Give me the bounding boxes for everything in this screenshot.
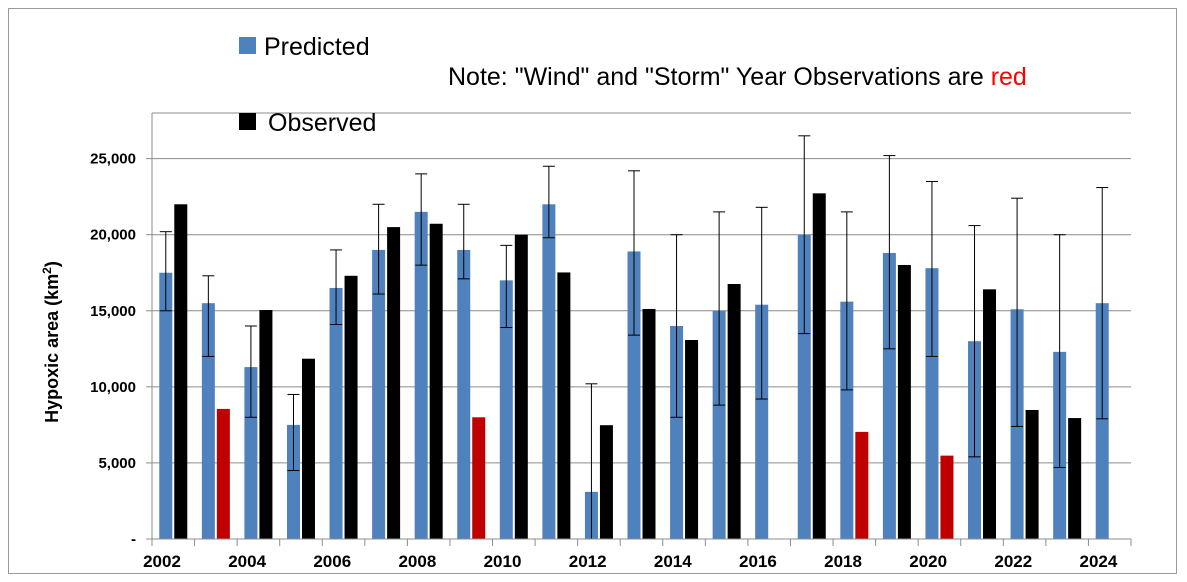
legend-label-predicted: Predicted bbox=[264, 33, 370, 61]
bar-predicted-2020 bbox=[925, 268, 939, 539]
bar-observed-2017 bbox=[812, 193, 826, 539]
bar-predicted-2005 bbox=[286, 424, 300, 539]
bar-predicted-2016 bbox=[755, 304, 769, 539]
bar-observed-2018 bbox=[855, 431, 869, 539]
legend: Predicted Observed bbox=[239, 33, 376, 137]
bar-observed-2004 bbox=[259, 310, 273, 539]
bar-observed-2012 bbox=[599, 425, 613, 539]
bar-observed-2003 bbox=[216, 408, 230, 539]
x-tick-label-2010: 2010 bbox=[484, 552, 522, 571]
x-tick-label-2024: 2024 bbox=[1080, 552, 1118, 571]
bar-predicted-2010 bbox=[499, 280, 513, 539]
bar-observed-2009 bbox=[472, 417, 486, 539]
x-tick-label-2002: 2002 bbox=[143, 552, 181, 571]
bar-predicted-2008 bbox=[414, 211, 428, 539]
note-annotation: Note: "Wind" and "Storm" Year Observatio… bbox=[448, 63, 1027, 91]
legend-swatch-observed bbox=[239, 113, 256, 130]
bar-predicted-2006 bbox=[329, 287, 343, 539]
x-tick-label-2004: 2004 bbox=[228, 552, 266, 571]
x-tick-label-2020: 2020 bbox=[909, 552, 947, 571]
bar-observed-2005 bbox=[301, 358, 315, 539]
x-tick-label-2016: 2016 bbox=[739, 552, 777, 571]
error-bars bbox=[159, 135, 1109, 540]
bar-predicted-2015 bbox=[712, 310, 726, 539]
bar-observed-2010 bbox=[514, 234, 528, 539]
legend-swatch-predicted bbox=[239, 37, 256, 54]
y-axis-label: Hypoxic area (km2) bbox=[40, 261, 62, 423]
bar-predicted-2017 bbox=[797, 234, 811, 539]
axes bbox=[146, 113, 1132, 546]
bar-observed-2014 bbox=[685, 339, 699, 539]
bar-predicted-2018 bbox=[840, 301, 854, 539]
y-tick-label-5000: 5,000 bbox=[98, 455, 136, 472]
bar-predicted-2002 bbox=[159, 272, 173, 539]
y-tick-label-10000: 10,000 bbox=[90, 379, 136, 396]
note-highlight: red bbox=[991, 63, 1027, 91]
bar-observed-2020 bbox=[940, 455, 954, 539]
bar-observed-2011 bbox=[557, 272, 571, 539]
bar-observed-2008 bbox=[429, 223, 443, 539]
x-tick-labels: 2002 2004 2006 2008 2010 2012 2014 2016 2018 2020… bbox=[143, 552, 1118, 571]
note-prefix: Note: "Wind" and "Storm" Year Observatio… bbox=[448, 63, 991, 91]
bar-observed-2002 bbox=[174, 204, 188, 540]
bar-predicted-2004 bbox=[244, 367, 258, 539]
legend-label-observed: Observed bbox=[268, 109, 376, 137]
x-tick-label-2006: 2006 bbox=[313, 552, 351, 571]
bar-predicted-2011 bbox=[542, 204, 556, 540]
bar-observed-2023 bbox=[1068, 418, 1082, 539]
bar-predicted-2013 bbox=[627, 251, 641, 539]
bar-observed-2021 bbox=[983, 289, 997, 539]
bar-predicted-2007 bbox=[372, 249, 386, 539]
bar-observed-2013 bbox=[642, 308, 656, 539]
bar-predicted-2024 bbox=[1095, 303, 1109, 539]
bar-observed-2006 bbox=[344, 275, 358, 539]
bar-predicted-2014 bbox=[670, 326, 684, 539]
y-tick-label-25000: 25,000 bbox=[90, 151, 136, 168]
bar-observed-2007 bbox=[387, 227, 401, 539]
y-tick-labels: - 5,000 10,000 15,000 20,000 25,000 bbox=[90, 151, 136, 548]
bar-observed-2019 bbox=[897, 264, 911, 539]
bar-predicted-2009 bbox=[457, 249, 471, 539]
x-tick-label-2008: 2008 bbox=[398, 552, 436, 571]
bar-predicted-2003 bbox=[201, 303, 215, 539]
bar-observed-2022 bbox=[1025, 409, 1039, 539]
x-tick-label-2014: 2014 bbox=[654, 552, 692, 571]
y-tick-label-0: - bbox=[131, 531, 136, 548]
bar-predicted-2019 bbox=[882, 252, 896, 539]
x-tick-label-2022: 2022 bbox=[994, 552, 1032, 571]
bar-observed-2015 bbox=[727, 284, 741, 539]
bars bbox=[159, 193, 1109, 540]
x-tick-label-2018: 2018 bbox=[824, 552, 862, 571]
y-tick-label-20000: 20,000 bbox=[90, 227, 136, 244]
y-tick-label-15000: 15,000 bbox=[90, 303, 136, 320]
x-tick-label-2012: 2012 bbox=[569, 552, 607, 571]
gridlines bbox=[152, 112, 1131, 464]
